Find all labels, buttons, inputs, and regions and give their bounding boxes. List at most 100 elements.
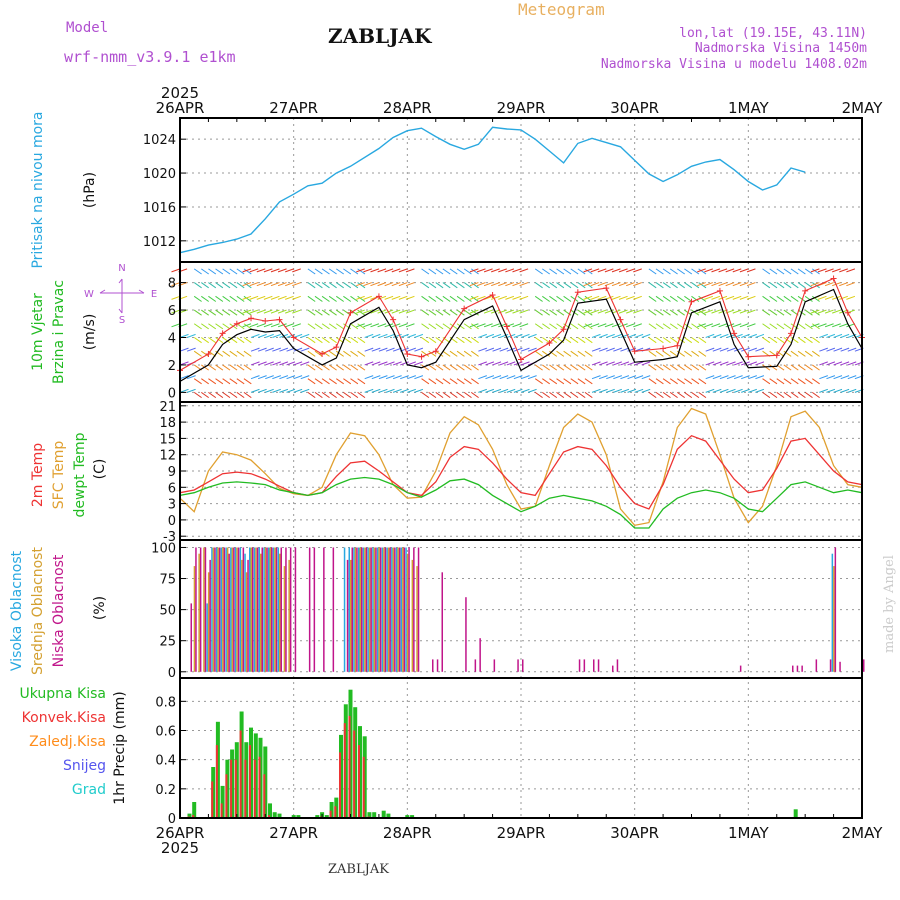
wind-barb xyxy=(201,323,209,330)
wind-barb xyxy=(483,323,493,328)
wind-barb xyxy=(421,364,430,371)
wind-barb xyxy=(741,388,750,393)
wind-barb xyxy=(549,309,558,316)
wind-barb xyxy=(804,295,813,302)
wind-barb xyxy=(598,375,608,380)
wind-barb xyxy=(265,361,274,366)
wind-barb xyxy=(435,309,444,316)
wind-barb xyxy=(611,323,621,328)
wind-barb xyxy=(577,364,586,371)
wind-barb xyxy=(556,268,565,275)
wind-barb xyxy=(257,388,267,393)
wind-barb xyxy=(208,295,217,302)
wind-barb xyxy=(611,309,621,314)
wind-barb xyxy=(626,295,635,300)
wind-barb xyxy=(790,391,799,399)
wind-barb xyxy=(790,378,799,385)
dewpoint-line xyxy=(179,476,863,529)
wind-barb xyxy=(519,295,529,300)
wind-barb xyxy=(336,282,344,289)
wind-barb xyxy=(243,364,252,371)
cloud-high-bar xyxy=(272,547,275,672)
wind-barb xyxy=(476,268,486,273)
wind-barb xyxy=(208,378,217,385)
wind-barb xyxy=(370,309,380,314)
wind-barb xyxy=(718,282,728,287)
cloud-low-bar xyxy=(403,547,406,672)
wind-barb xyxy=(704,323,713,328)
wind-barb xyxy=(456,364,465,371)
cloud-high-bar xyxy=(362,547,365,672)
wind-barb xyxy=(662,282,671,289)
wind-barb xyxy=(350,350,359,357)
wind-barb xyxy=(662,378,671,385)
wind-barb xyxy=(222,337,231,344)
wind-barb xyxy=(506,347,516,352)
cloud-mid-bar xyxy=(255,547,257,672)
cloud-low-bar xyxy=(356,547,358,672)
wind-barb xyxy=(428,364,437,371)
hail-legend: Grad xyxy=(72,782,106,798)
cloud-low-bar xyxy=(408,547,410,672)
wind-barb xyxy=(797,282,806,289)
wind-barb xyxy=(817,309,827,314)
wind-barb xyxy=(249,282,259,287)
wind-barb xyxy=(691,323,700,330)
wind-barb xyxy=(712,375,722,380)
wind-speed-line xyxy=(179,288,863,382)
wind-barb xyxy=(293,347,303,352)
wind-barb xyxy=(804,337,813,344)
wind-barb xyxy=(534,309,543,316)
product-title: Meteogram xyxy=(518,0,605,19)
wind-barb xyxy=(456,268,465,275)
wind-ytick-label: 0 xyxy=(168,386,176,401)
wind-barb xyxy=(733,333,743,338)
wind-barb xyxy=(655,391,664,399)
wind-barb xyxy=(222,364,231,371)
wind-barb xyxy=(840,375,850,380)
wind-barb xyxy=(570,323,579,330)
wind-barb xyxy=(478,361,487,366)
wind-barb xyxy=(208,337,217,344)
cloud-mid-bar xyxy=(416,566,418,672)
wind-barb xyxy=(748,347,757,352)
time-tick-top-label: 2MAY xyxy=(842,99,884,117)
wind-barb xyxy=(817,323,827,328)
wind-barb xyxy=(804,323,813,330)
wind-barb xyxy=(620,388,630,393)
cloud-low-bar xyxy=(313,547,316,672)
wind-barb xyxy=(590,295,600,300)
cloud-low-bar xyxy=(370,547,372,672)
wind-barb xyxy=(804,350,813,357)
wind-barb xyxy=(193,350,202,357)
wind-barb xyxy=(677,391,685,399)
wind-barb xyxy=(748,375,757,380)
wind-barb xyxy=(421,391,430,399)
wind-barb xyxy=(662,295,671,302)
wind-barb xyxy=(307,282,316,289)
cloud-low-bar xyxy=(839,661,841,672)
wind-barb xyxy=(811,309,820,316)
wind-barb xyxy=(398,309,408,314)
wind-barb xyxy=(584,268,593,275)
time-tick-top-label: 26APR xyxy=(156,99,205,117)
wind-barb xyxy=(470,295,479,302)
wind-barb xyxy=(719,347,729,352)
wind-barb xyxy=(776,295,785,302)
wind-barb xyxy=(428,282,437,289)
wind-barb xyxy=(691,391,700,399)
wind-barb xyxy=(684,268,693,275)
wind-barb xyxy=(179,333,189,338)
wind-barb xyxy=(584,364,593,371)
wind-barb xyxy=(711,268,721,273)
wind-barb xyxy=(613,333,622,338)
precip-convective-bar xyxy=(258,756,261,819)
t2m-axis-title: 2m Temp xyxy=(30,443,46,507)
cloud-low-bar xyxy=(332,547,335,672)
wind-barb xyxy=(790,350,799,357)
wind-barb xyxy=(641,388,651,393)
wind-barb xyxy=(215,378,224,385)
tsfc-line xyxy=(179,407,863,527)
wind-barb xyxy=(350,378,359,385)
wind-barb xyxy=(549,295,558,302)
